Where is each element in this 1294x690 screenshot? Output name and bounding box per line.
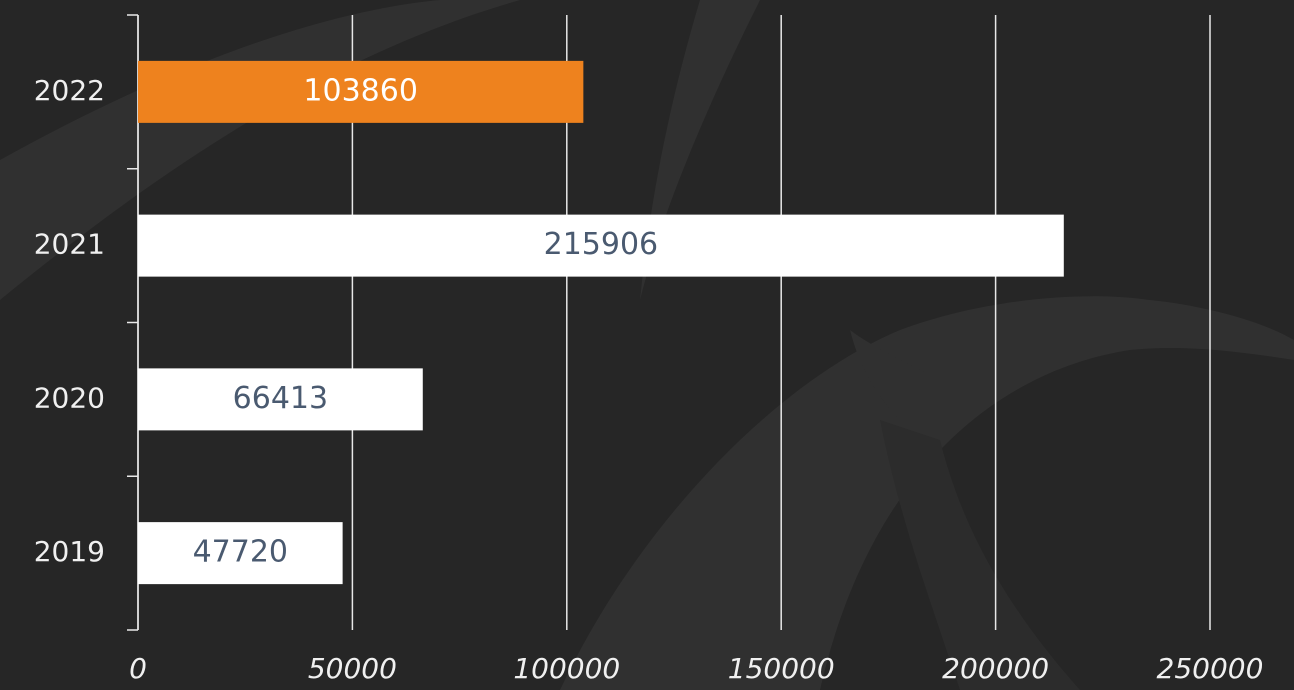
data-label: 47720 [193,535,288,570]
x-tick-label: 150000 [728,652,835,685]
data-label: 103860 [303,73,418,108]
x-tick-label: 100000 [513,652,620,685]
data-label: 215906 [544,227,659,262]
y-tick-label: 2022 [34,74,105,107]
x-tick-label: 0 [129,652,147,685]
data-label: 66413 [233,381,328,416]
chart: 0 50000 100000 150000 200000 250000 2022 103860… [0,0,1294,690]
y-tick-label: 2019 [34,535,105,568]
page: {"chart_data": {"type": "hbar", "categor… [0,0,1294,690]
x-tick-label: 250000 [1157,652,1264,685]
y-tick-label: 2021 [34,228,105,261]
x-tick-label: 50000 [308,652,397,685]
y-tick-label: 2020 [34,381,105,414]
x-tick-label: 200000 [942,652,1049,685]
